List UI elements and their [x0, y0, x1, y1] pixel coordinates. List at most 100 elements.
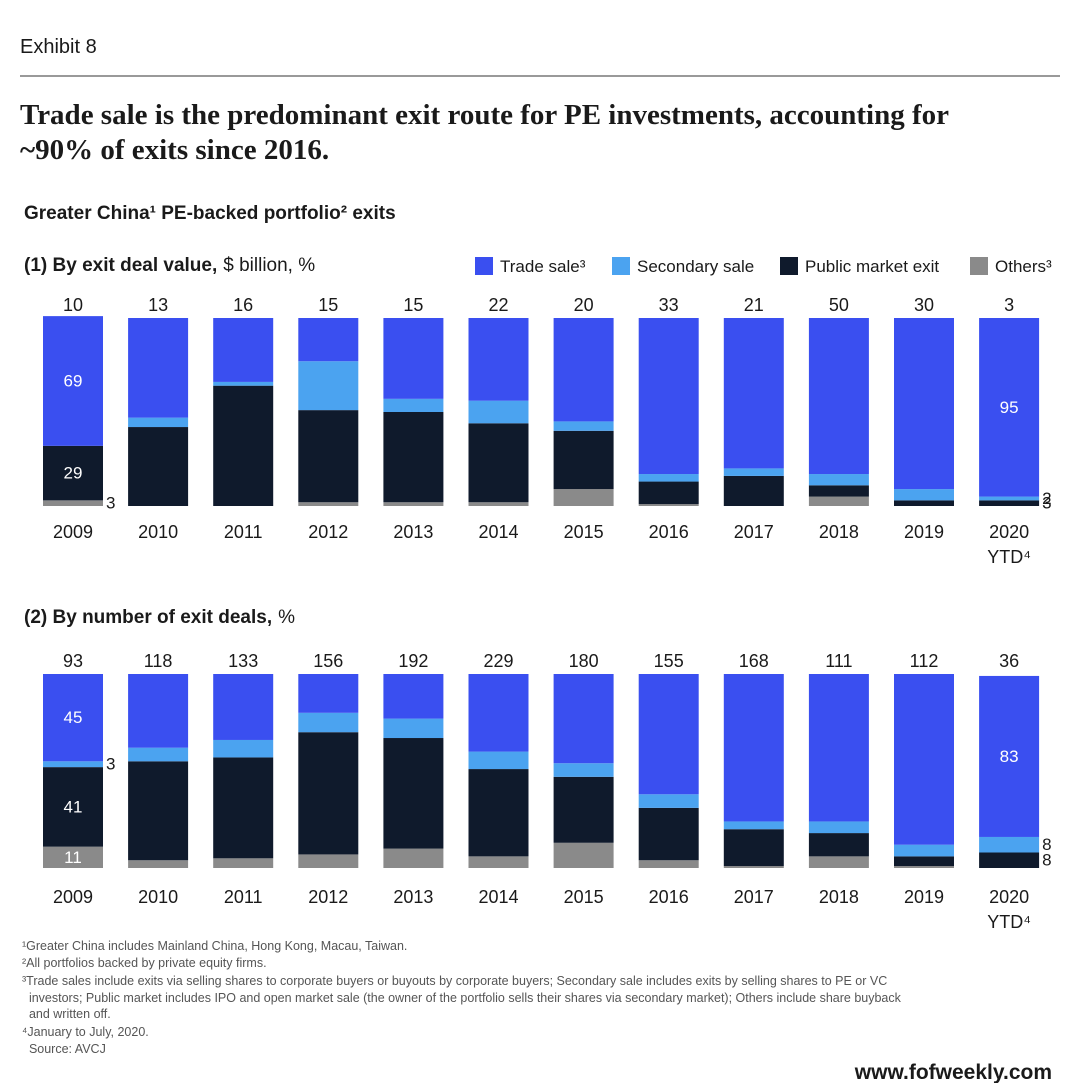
bar-segment: [894, 674, 954, 845]
data-label: 3: [106, 494, 115, 513]
data-label: 8: [1042, 851, 1051, 870]
x-tick-label: 2011: [224, 887, 263, 907]
bar-segment: [213, 757, 274, 859]
x-tick-label: 2009: [53, 522, 93, 542]
x-tick-label: 2010: [138, 522, 178, 542]
data-label: 3: [106, 755, 115, 774]
chart-heading: (2) By number of exit deals,%: [24, 607, 295, 628]
total-label: 15: [403, 295, 423, 315]
bar-segment: [128, 427, 189, 506]
x-tick-label: 2013: [393, 887, 433, 907]
x-tick-line: YTD⁴: [987, 547, 1031, 567]
bar-segment: [808, 474, 869, 486]
total-label: 180: [569, 651, 599, 671]
bar-segment: [43, 846, 103, 868]
exhibit-label: Exhibit 8: [20, 36, 97, 58]
bar-segment: [298, 712, 359, 733]
x-tick-label: 2017: [734, 522, 774, 542]
data-label: 95: [1000, 398, 1019, 417]
data-label: 11: [64, 848, 82, 867]
bar-segment: [638, 474, 699, 482]
bar-segment: [808, 674, 869, 822]
bar-segment: [213, 385, 274, 506]
x-tick-line: 2020: [989, 887, 1029, 907]
bar-segment: [553, 318, 614, 422]
bar-segment: [468, 751, 529, 770]
bar-segment: [298, 502, 359, 506]
x-tick-label: 2016: [649, 887, 689, 907]
bar-segment: [808, 485, 869, 497]
bar-segment: [128, 860, 189, 868]
heading-main: (2) By number of exit deals,: [24, 607, 272, 628]
title-line: Trade sale is the predominant exit route…: [20, 99, 949, 131]
x-tick-label: 2017: [734, 887, 774, 907]
bar-segment: [723, 829, 784, 867]
x-tick-label: 2018: [819, 522, 859, 542]
total-label: 112: [910, 651, 939, 671]
total-label: 50: [829, 295, 849, 315]
x-tick-line: 2020: [989, 522, 1029, 542]
footnote: ³Trade sales include exits via selling s…: [22, 974, 887, 988]
bar-segment: [43, 674, 103, 762]
bar-segment: [808, 856, 869, 868]
legend-swatch: [780, 257, 798, 275]
bar-segment: [43, 316, 103, 446]
bar-segment: [638, 318, 699, 475]
bar-segment: [383, 398, 444, 412]
x-tick-line: YTD⁴: [987, 912, 1031, 932]
bar-segment: [638, 807, 699, 861]
data-label: 29: [64, 464, 83, 483]
footnote: Source: AVCJ: [22, 1042, 106, 1056]
bar-segment: [894, 866, 954, 868]
total-label: 10: [63, 295, 83, 315]
bar-segment: [638, 481, 699, 505]
bar-segment: [213, 674, 274, 740]
legend-swatch: [970, 257, 988, 275]
bar-segment: [808, 496, 869, 506]
bar-segment: [383, 318, 444, 399]
x-tick-label: 2020 YTD⁴: [987, 522, 1031, 567]
bar-segment: [553, 763, 614, 777]
data-label: 3: [1042, 494, 1051, 513]
bar-segment: [894, 489, 954, 501]
x-tick-label: 2009: [53, 887, 93, 907]
total-label: 20: [574, 295, 594, 315]
bar-segment: [468, 856, 529, 868]
bar-segment: [553, 674, 614, 764]
bar-segment: [723, 468, 784, 476]
bar-segment: [553, 430, 614, 490]
bar-segment: [638, 674, 699, 795]
bar-segment: [894, 500, 954, 506]
bar-segment: [553, 776, 614, 843]
heading-main: (1) By exit deal value,: [24, 255, 217, 276]
bar-segment: [383, 412, 444, 503]
x-tick-label: 2014: [478, 522, 518, 542]
bar-segment: [638, 860, 699, 868]
total-label: 21: [744, 295, 764, 315]
bar-segment: [43, 761, 103, 768]
legend-label: Secondary sale: [637, 257, 754, 276]
bar-segment: [383, 738, 444, 849]
bar-segment: [468, 502, 529, 506]
subtitle: Greater China¹ PE-backed portfolio² exit…: [24, 203, 396, 224]
bar-segment: [298, 674, 359, 713]
total-label: 22: [488, 295, 508, 315]
bar-segment: [468, 769, 529, 857]
footnote: ²All portfolios backed by private equity…: [22, 956, 267, 970]
bar-segment: [383, 502, 444, 506]
bar-segment: [298, 410, 359, 503]
bar-segment: [43, 500, 103, 506]
bar-segment: [808, 833, 869, 857]
total-label: 133: [228, 651, 258, 671]
x-tick-label: 2019: [904, 887, 944, 907]
legend-label: Public market exit: [805, 257, 939, 276]
bar-segment: [468, 674, 529, 752]
data-label: 83: [1000, 747, 1019, 766]
total-label: 111: [825, 651, 852, 671]
bar-segment: [723, 318, 784, 469]
bar-segment: [43, 767, 103, 847]
total-label: 156: [313, 651, 343, 671]
data-label: 8: [1042, 835, 1051, 854]
x-tick-label: 2012: [308, 887, 348, 907]
total-label: 33: [659, 295, 679, 315]
